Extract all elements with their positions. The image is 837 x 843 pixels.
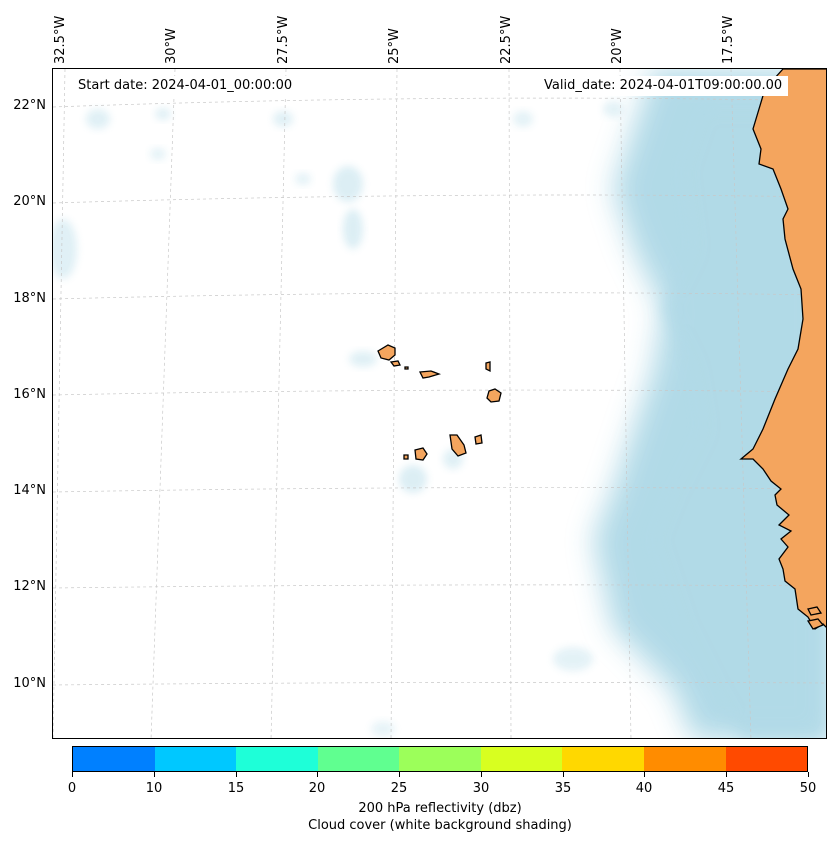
island-sao-vicente	[389, 360, 401, 367]
meridian-25w	[390, 69, 398, 738]
cloud-patch	[603, 101, 623, 117]
gridlines	[53, 69, 826, 738]
island-brava	[403, 454, 409, 460]
colorbar-tick	[154, 772, 155, 777]
cloud-patch	[343, 209, 363, 249]
colorbar-tick	[317, 772, 318, 777]
cloud-patch	[295, 173, 311, 185]
colorbar-label: 200 hPa reflectivity (dbz)	[358, 801, 522, 816]
colorbar	[72, 746, 808, 772]
island-maio	[474, 434, 483, 445]
meridian-32-5w	[53, 69, 66, 738]
island-fogo	[414, 447, 428, 461]
colorbar-tick-label: 15	[227, 781, 245, 796]
colorbar-segment	[643, 747, 726, 771]
colorbar-tick-label: 50	[799, 781, 817, 796]
colorbar-segment	[725, 747, 808, 771]
colorbar-tick-label: 20	[308, 781, 326, 796]
meridian-27-5w	[270, 69, 287, 738]
colorbar-segment	[236, 747, 318, 771]
lat-label-12n: 12°N	[13, 579, 46, 594]
cloud-patch	[53, 219, 77, 279]
lat-label-18n: 18°N	[13, 291, 46, 306]
island-santa-luzia	[404, 366, 409, 370]
lon-label-30w: 30°W	[164, 28, 179, 64]
bijagos-island	[806, 618, 825, 630]
lat-label-20n: 20°N	[13, 194, 46, 209]
valid-date-label: Valid_date: 2024-04-01T09:00:00.00	[538, 76, 789, 96]
colorbar-tick	[481, 772, 482, 777]
start-date-label: Start date: 2024-04-01_00:00:00	[72, 76, 299, 96]
colorbar-tick	[72, 772, 73, 777]
colorbar-segment	[480, 747, 563, 771]
colorbar-segment	[154, 747, 237, 771]
lat-label-16n: 16°N	[13, 387, 46, 402]
colorbar-tick-label: 0	[67, 781, 77, 796]
cloud-patch	[86, 109, 110, 129]
map-canvas	[53, 69, 826, 738]
colorbar-tick-label: 45	[717, 781, 735, 796]
lat-label-22n: 22°N	[13, 98, 46, 113]
lon-label-22-5w: 22.5°W	[499, 15, 514, 64]
cape-verde-islands	[377, 344, 502, 461]
lon-label-20w: 20°W	[610, 28, 625, 64]
island-boa-vista	[486, 388, 502, 403]
island-santiago	[449, 434, 467, 457]
colorbar-tick-label: 10	[145, 781, 163, 796]
africa-land	[739, 69, 826, 630]
lon-label-17-5w: 17.5°W	[721, 15, 736, 64]
colorbar-tick-label: 40	[635, 781, 653, 796]
colorbar-tick	[236, 772, 237, 777]
bijagos-island	[807, 606, 823, 616]
colorbar-sublabel: Cloud cover (white background shading)	[308, 818, 572, 833]
cloud-patch	[399, 465, 427, 493]
colorbar-segment	[399, 747, 481, 771]
colorbar-segment	[317, 747, 400, 771]
island-santo-antao	[377, 344, 396, 361]
meridian-17-5w	[730, 69, 752, 738]
cloud-patch	[513, 111, 533, 127]
cloud-band-coastal-core	[653, 109, 826, 738]
colorbar-tick-label: 25	[390, 781, 408, 796]
island-sao-nicolau	[418, 370, 442, 379]
lon-label-27-5w: 27.5°W	[276, 15, 291, 64]
cloud-patch	[553, 647, 593, 671]
colorbar-tick	[808, 772, 809, 777]
cloud-patch	[273, 111, 293, 127]
island-sal	[485, 361, 491, 373]
meridian-22-5w	[508, 69, 512, 738]
colorbar-tick	[399, 772, 400, 777]
lat-label-14n: 14°N	[13, 483, 46, 498]
map-area[interactable]	[52, 68, 827, 739]
colorbar-tick	[644, 772, 645, 777]
cloud-patch	[349, 351, 377, 367]
cloud-patch	[150, 148, 166, 160]
colorbar-tick	[563, 772, 564, 777]
cloud-patch	[371, 721, 395, 737]
meridian-20w	[619, 69, 632, 738]
lat-label-10n: 10°N	[13, 676, 46, 691]
cloud-cover-shading	[53, 69, 826, 738]
colorbar-tick-label: 30	[472, 781, 490, 796]
cloud-patch	[333, 166, 363, 202]
colorbar-segment	[562, 747, 644, 771]
colorbar-segment	[73, 747, 155, 771]
colorbar-tick	[726, 772, 727, 777]
cloud-patch	[155, 108, 171, 120]
colorbar-tick-label: 35	[554, 781, 572, 796]
lon-label-25w: 25°W	[387, 28, 402, 64]
meridian-30w	[150, 69, 176, 738]
lon-label-32-5w: 32.5°W	[53, 15, 68, 64]
